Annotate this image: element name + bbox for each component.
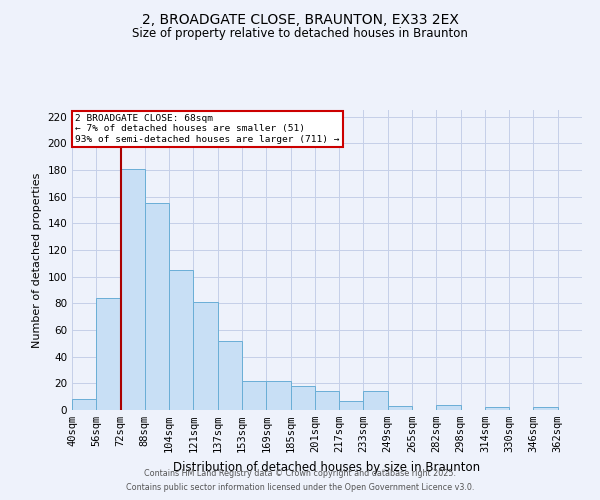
- Bar: [193, 302, 218, 410]
- Text: Contains public sector information licensed under the Open Government Licence v3: Contains public sector information licen…: [126, 484, 474, 492]
- Text: Contains HM Land Registry data © Crown copyright and database right 2025.: Contains HM Land Registry data © Crown c…: [144, 468, 456, 477]
- Bar: [72, 400, 96, 410]
- Bar: [364, 392, 388, 410]
- Bar: [290, 386, 315, 410]
- Bar: [266, 380, 290, 410]
- Bar: [315, 392, 339, 410]
- Bar: [339, 400, 364, 410]
- Bar: [145, 204, 169, 410]
- Bar: [485, 408, 509, 410]
- Bar: [96, 298, 121, 410]
- X-axis label: Distribution of detached houses by size in Braunton: Distribution of detached houses by size …: [173, 460, 481, 473]
- Text: Size of property relative to detached houses in Braunton: Size of property relative to detached ho…: [132, 28, 468, 40]
- Bar: [218, 340, 242, 410]
- Bar: [169, 270, 193, 410]
- Bar: [242, 380, 266, 410]
- Y-axis label: Number of detached properties: Number of detached properties: [32, 172, 42, 348]
- Bar: [121, 168, 145, 410]
- Bar: [533, 408, 558, 410]
- Text: 2 BROADGATE CLOSE: 68sqm
← 7% of detached houses are smaller (51)
93% of semi-de: 2 BROADGATE CLOSE: 68sqm ← 7% of detache…: [75, 114, 340, 144]
- Text: 2, BROADGATE CLOSE, BRAUNTON, EX33 2EX: 2, BROADGATE CLOSE, BRAUNTON, EX33 2EX: [142, 12, 458, 26]
- Bar: [436, 404, 461, 410]
- Bar: [388, 406, 412, 410]
